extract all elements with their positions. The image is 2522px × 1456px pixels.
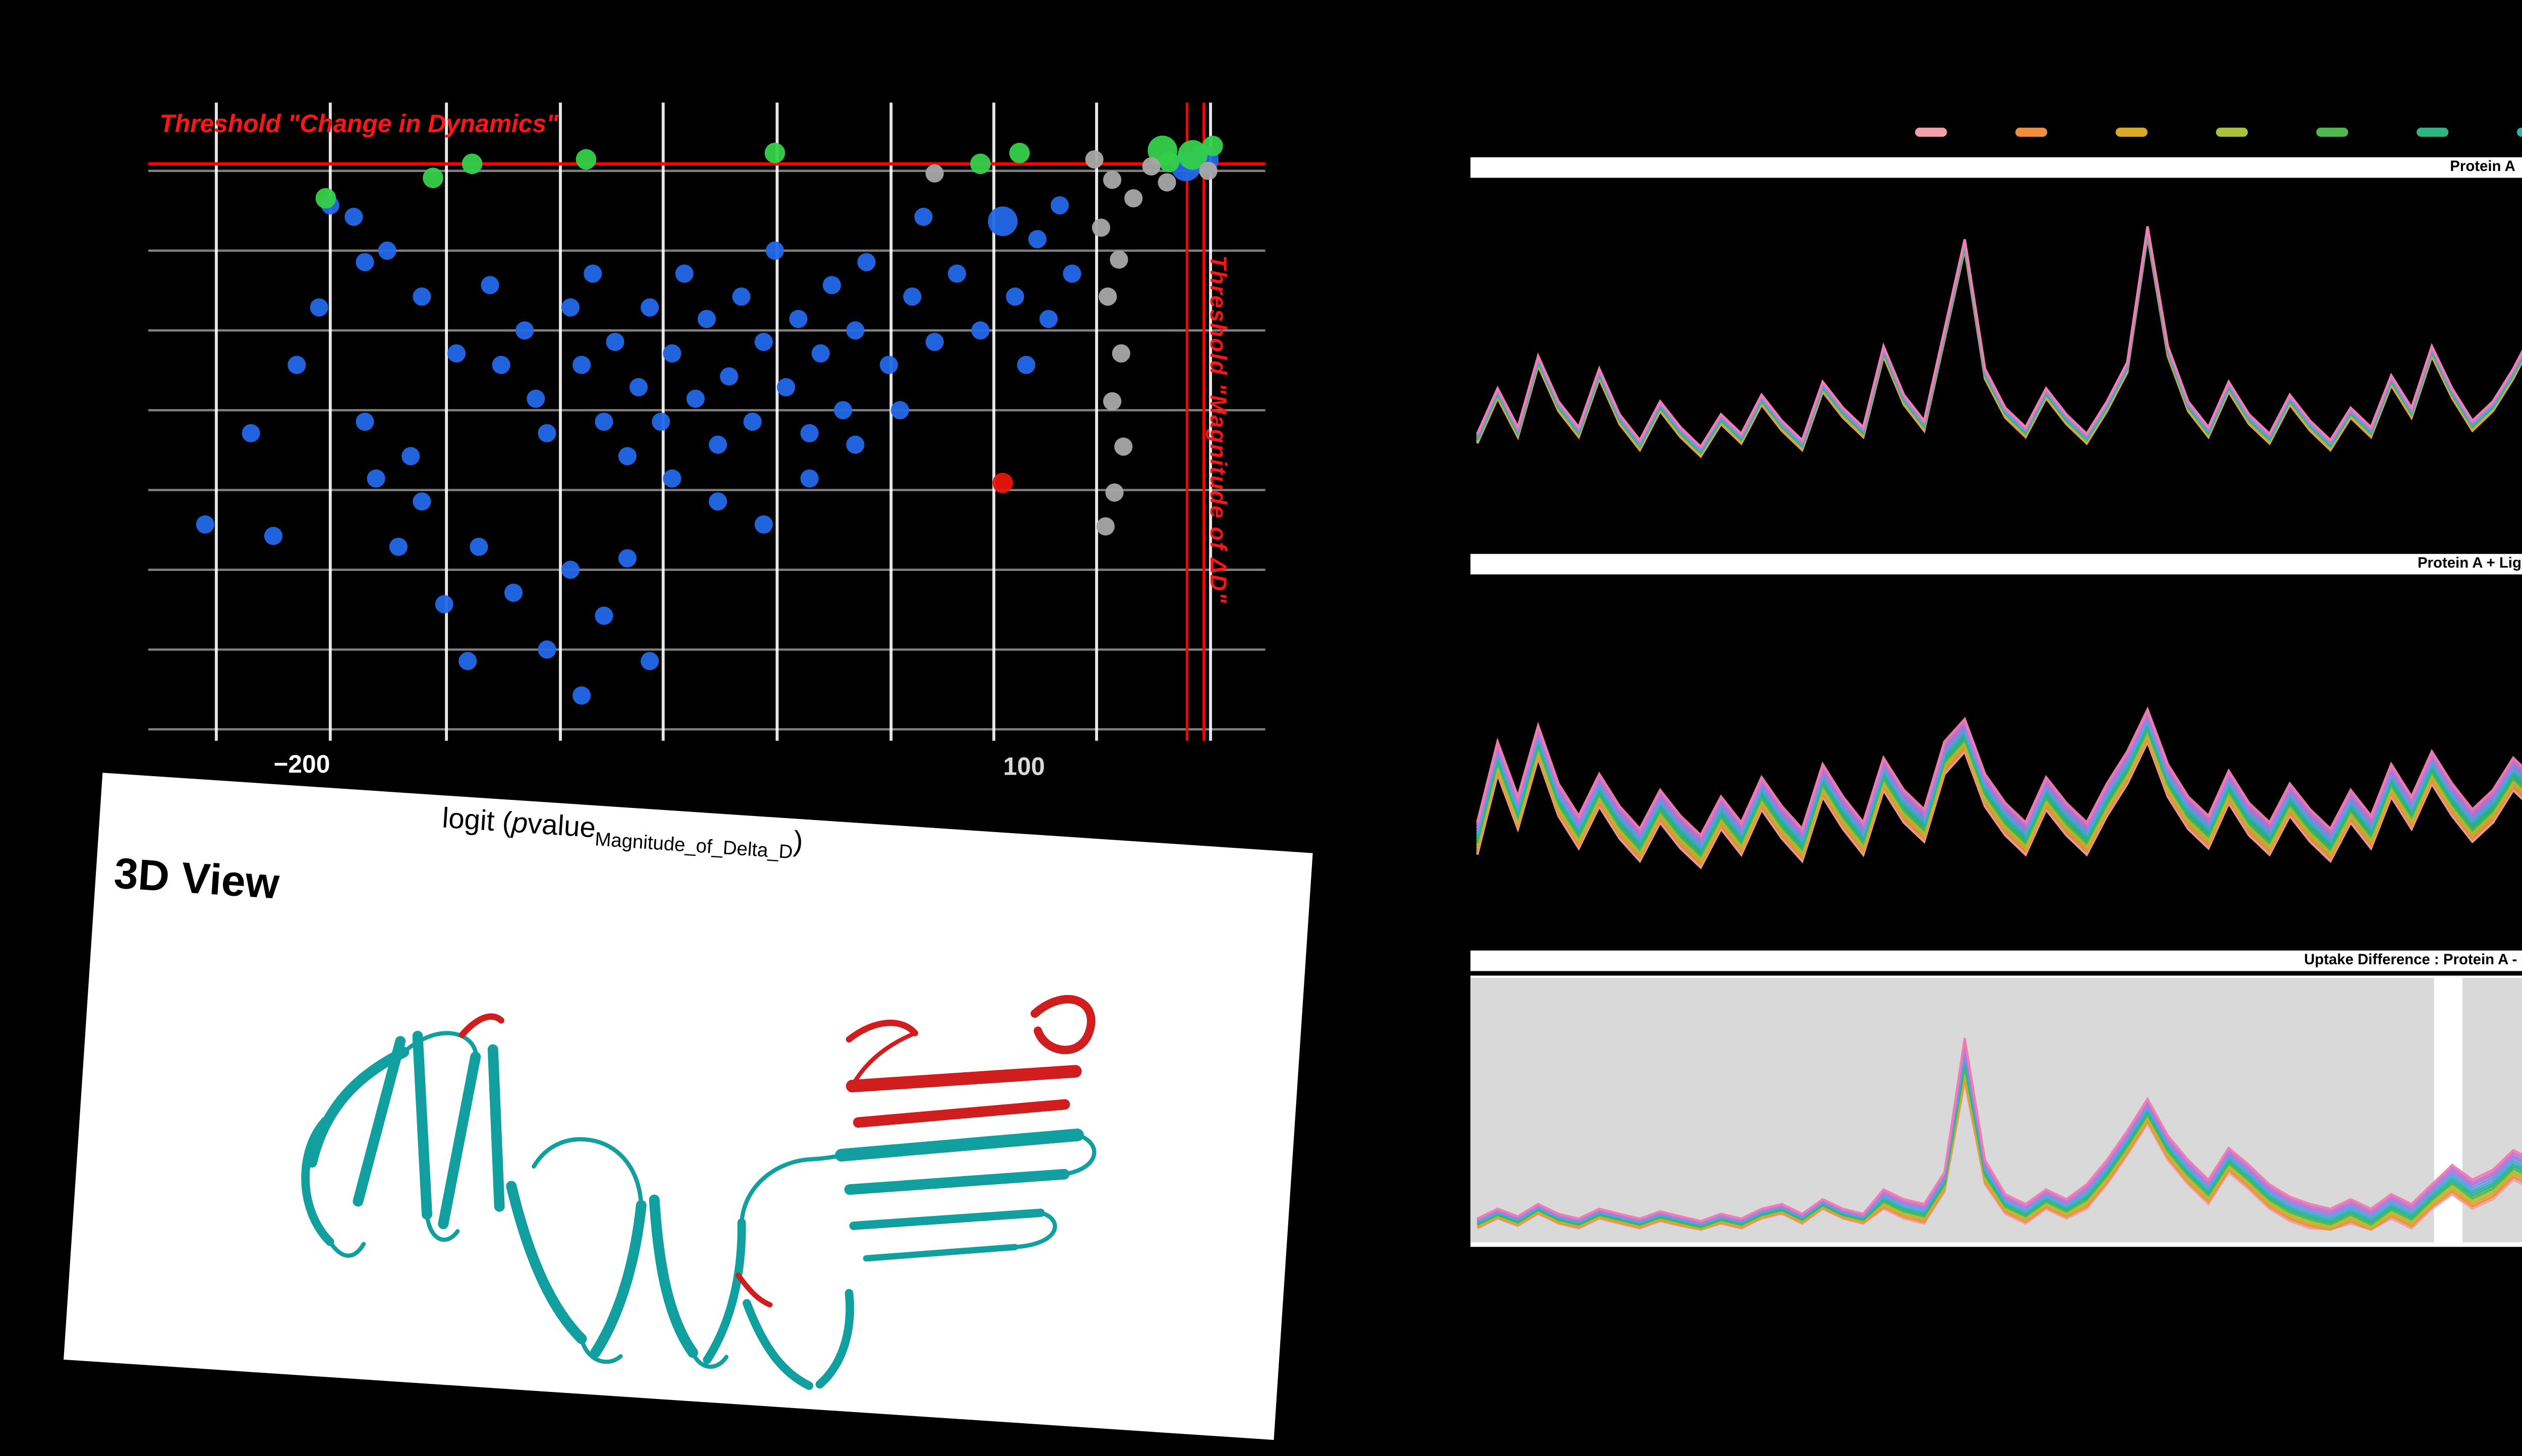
series-lines: [1476, 706, 2522, 869]
protein-ribbon[interactable]: [97, 889, 1267, 1453]
axis-label-prefix: logit (: [441, 802, 513, 839]
protein-a-uptake-chart[interactable]: [1470, 183, 2522, 543]
gridlines: [148, 102, 1266, 741]
legend-swatch-2[interactable]: [2115, 128, 2148, 137]
structure-card[interactable]: logit (pvalueMagnitude_of_Delta_D) 3D Vi…: [64, 773, 1313, 1440]
axis-label-p: p: [510, 806, 529, 840]
app-canvas: Threshold "Change in Dynamics" Threshold…: [64, 102, 2522, 1440]
threshold-dynamics-label: Threshold "Change in Dynamics": [159, 111, 558, 139]
volcano-plot[interactable]: [148, 102, 1266, 741]
panel-title-text: Protein A: [2450, 159, 2515, 176]
threshold-magnitude-label: Threshold "Magnitude of ΔD": [1203, 255, 1229, 604]
volcano-scatter-svg[interactable]: [148, 102, 1266, 741]
x-axis-tick-100: 100: [1003, 754, 1045, 782]
series-lines: [1476, 1037, 2522, 1231]
legend-swatch-3[interactable]: [2216, 128, 2248, 137]
volcano-x-axis-label: logit (pvalueMagnitude_of_Delta_D): [441, 802, 804, 864]
axis-label-subscript: Magnitude_of_Delta_D: [594, 827, 794, 863]
x-axis-tick-minus200: −200: [273, 752, 330, 780]
series-lines: [1476, 226, 2522, 458]
protein-a-ligand-uptake-chart[interactable]: [1470, 579, 2522, 937]
panel-title-text: Protein A + Ligand: [2417, 556, 2522, 572]
legend-swatch-0[interactable]: [1915, 128, 1947, 137]
threshold-lines: [148, 102, 1266, 741]
timepoint-legend: [1470, 119, 2522, 146]
panel-title-protein-a-ligand: Protein A + Ligand: [1470, 554, 2522, 574]
axis-label-value: value: [527, 807, 597, 845]
legend-swatch-4[interactable]: [2316, 128, 2348, 137]
axis-label-suffix: ): [792, 825, 804, 858]
legend-swatch-6[interactable]: [2516, 128, 2522, 137]
panel-title-text: Uptake Difference : Protein A - (Protein…: [2304, 953, 2522, 969]
legend-swatch-5[interactable]: [2416, 128, 2449, 137]
scatter-points[interactable]: [196, 135, 1223, 705]
legend-swatch-1[interactable]: [2015, 128, 2047, 137]
ribbon-teal-strands: [301, 1030, 1097, 1390]
ribbon-red-strands: [459, 995, 1096, 1308]
panel-title-protein-a: Protein A: [1470, 157, 2522, 178]
uptake-difference-chart[interactable]: [1470, 975, 2522, 1247]
panel-title-uptake-difference: Uptake Difference : Protein A - (Protein…: [1470, 950, 2522, 971]
